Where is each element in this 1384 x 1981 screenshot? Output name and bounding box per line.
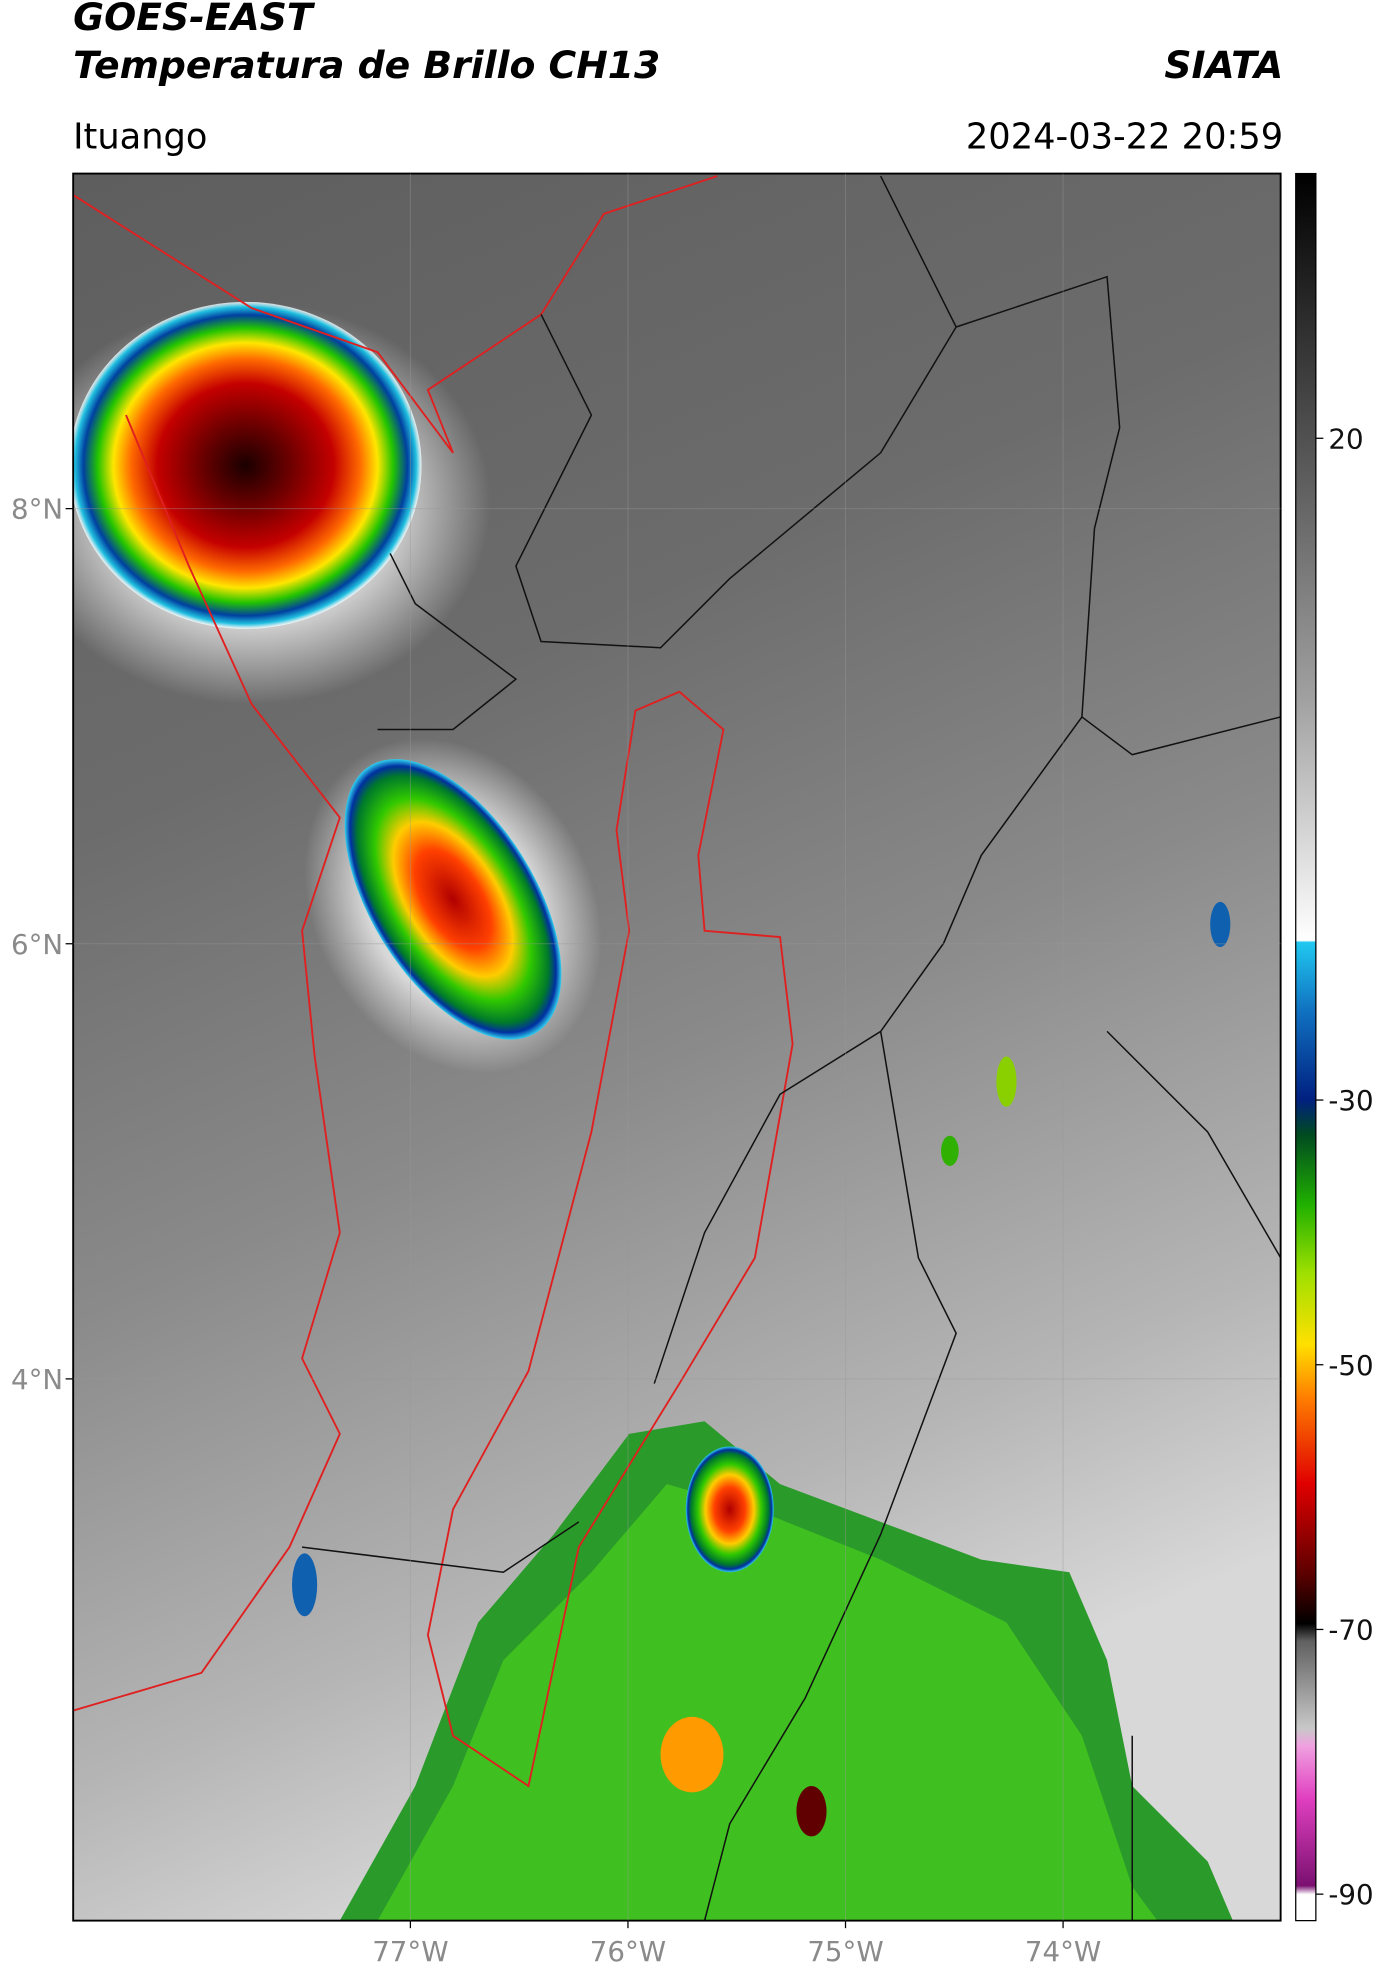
storm-cell — [941, 1135, 959, 1166]
storm-cell — [660, 1716, 724, 1793]
storm-cell — [73, 301, 422, 629]
coastline — [73, 175, 718, 1712]
region-outline — [426, 690, 794, 1788]
colorbar — [1295, 172, 1317, 1922]
colorbar-label: -50 — [1328, 1349, 1373, 1382]
storm-cell — [996, 1056, 1017, 1107]
x-tick-label: 75°W — [807, 1935, 883, 1968]
y-tick-label: 6°N — [11, 928, 63, 961]
storm-cell — [796, 1786, 827, 1837]
y-tick-label: 8°N — [11, 493, 63, 526]
storm-cell — [685, 1446, 774, 1573]
x-tick-label: 76°W — [590, 1935, 666, 1968]
colorbar-label: -70 — [1328, 1614, 1373, 1647]
map-area — [73, 173, 1281, 1921]
colorbar-label: -90 — [1328, 1878, 1373, 1911]
title: GOES-EAST — [73, 0, 316, 39]
y-tick-label: 4°N — [11, 1363, 63, 1396]
x-tick-label: 74°W — [1025, 1935, 1101, 1968]
storm-cell — [292, 1553, 318, 1617]
cloud-band — [377, 1484, 1158, 1921]
storm-cell — [1210, 901, 1231, 948]
colorbar-label: 20 — [1328, 422, 1363, 455]
subtitle: Temperatura de Brillo CH13 — [73, 43, 660, 87]
storm-cell — [344, 759, 562, 1040]
timestamp: 2024-03-22 20:59 — [966, 116, 1283, 157]
source: SIATA — [1164, 43, 1283, 87]
admin-border — [301, 175, 1281, 1921]
map-frame — [72, 172, 1282, 1922]
x-tick-label: 77°W — [372, 1935, 448, 1968]
region: Ituango — [73, 116, 207, 157]
colorbar-label: -30 — [1328, 1084, 1373, 1117]
